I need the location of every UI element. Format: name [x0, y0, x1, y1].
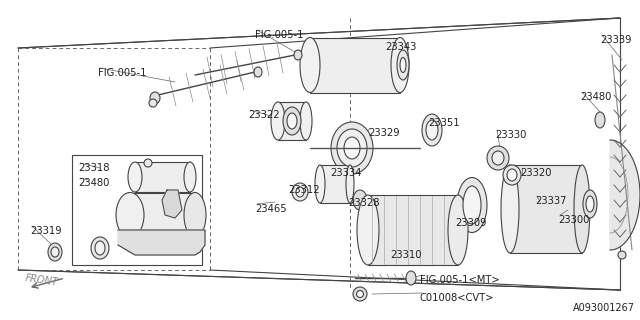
Ellipse shape: [150, 92, 160, 104]
Ellipse shape: [95, 241, 105, 255]
Text: 23351: 23351: [428, 118, 460, 128]
Ellipse shape: [492, 151, 504, 165]
Bar: [368, 195, 458, 265]
Ellipse shape: [337, 129, 367, 167]
Ellipse shape: [184, 162, 196, 192]
Ellipse shape: [48, 243, 62, 261]
Ellipse shape: [356, 291, 364, 298]
Text: 23480: 23480: [78, 178, 109, 188]
Ellipse shape: [583, 190, 597, 218]
Ellipse shape: [487, 146, 509, 170]
Ellipse shape: [426, 120, 438, 140]
Bar: [278, 102, 306, 140]
Ellipse shape: [344, 137, 360, 159]
Ellipse shape: [357, 195, 379, 265]
Text: 23320: 23320: [520, 168, 552, 178]
Ellipse shape: [618, 251, 626, 259]
Text: 23480: 23480: [580, 92, 611, 102]
Ellipse shape: [283, 107, 301, 135]
Text: FIG.005-1<MT>: FIG.005-1<MT>: [420, 275, 500, 285]
Ellipse shape: [353, 287, 367, 301]
Text: FRONT: FRONT: [24, 273, 58, 287]
Text: A093001267: A093001267: [573, 303, 635, 313]
Text: 23310: 23310: [390, 250, 422, 260]
Bar: [510, 165, 582, 253]
Text: 23465: 23465: [255, 204, 287, 214]
Ellipse shape: [586, 196, 594, 212]
Ellipse shape: [292, 183, 308, 201]
Text: 23300: 23300: [558, 215, 589, 225]
Ellipse shape: [51, 247, 59, 257]
Text: C01008<CVT>: C01008<CVT>: [420, 293, 495, 303]
Text: 23312: 23312: [288, 185, 319, 195]
Ellipse shape: [397, 50, 409, 80]
Text: 23330: 23330: [495, 130, 526, 140]
Ellipse shape: [463, 186, 481, 224]
Ellipse shape: [294, 50, 302, 60]
Ellipse shape: [300, 102, 312, 140]
Bar: [130, 193, 195, 238]
Text: 23337: 23337: [535, 196, 566, 206]
Ellipse shape: [128, 162, 142, 192]
Ellipse shape: [346, 165, 354, 203]
Ellipse shape: [296, 187, 304, 197]
Ellipse shape: [503, 165, 521, 185]
Ellipse shape: [595, 112, 605, 128]
Bar: [310, 38, 400, 93]
Ellipse shape: [91, 237, 109, 259]
Ellipse shape: [184, 193, 206, 237]
Ellipse shape: [271, 102, 285, 140]
Bar: [72, 155, 202, 265]
Ellipse shape: [149, 99, 157, 107]
Ellipse shape: [448, 195, 468, 265]
Ellipse shape: [144, 159, 152, 167]
Ellipse shape: [507, 169, 517, 181]
Polygon shape: [610, 140, 640, 250]
Bar: [135, 162, 190, 192]
Ellipse shape: [501, 165, 519, 253]
Text: 23334: 23334: [330, 168, 362, 178]
Ellipse shape: [422, 114, 442, 146]
Ellipse shape: [406, 271, 416, 285]
Polygon shape: [162, 190, 182, 218]
Ellipse shape: [400, 58, 406, 73]
Ellipse shape: [391, 37, 409, 92]
Text: 23328: 23328: [348, 198, 380, 208]
Text: 23319: 23319: [30, 226, 61, 236]
Text: 23339: 23339: [600, 35, 632, 45]
Ellipse shape: [574, 165, 590, 253]
Text: 23329: 23329: [368, 128, 399, 138]
Text: 23322: 23322: [248, 110, 280, 120]
Ellipse shape: [457, 178, 487, 233]
Polygon shape: [118, 230, 205, 255]
Text: 23343: 23343: [385, 42, 417, 52]
Ellipse shape: [116, 193, 144, 237]
Ellipse shape: [287, 113, 297, 129]
Ellipse shape: [300, 37, 320, 92]
Ellipse shape: [331, 122, 373, 174]
Text: FIG.005-1: FIG.005-1: [98, 68, 147, 78]
Ellipse shape: [254, 67, 262, 77]
Ellipse shape: [315, 165, 325, 203]
Text: FIG.005-1: FIG.005-1: [255, 30, 303, 40]
Text: 23309: 23309: [455, 218, 486, 228]
Ellipse shape: [353, 190, 367, 210]
Bar: [320, 165, 350, 203]
Text: 23318: 23318: [78, 163, 109, 173]
